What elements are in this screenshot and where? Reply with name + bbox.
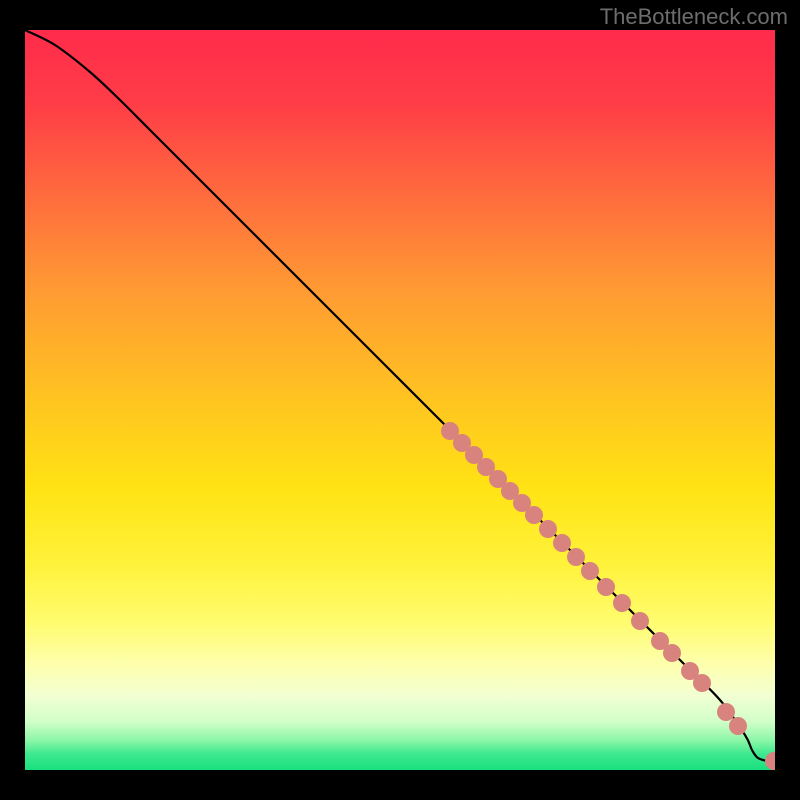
data-marker <box>663 644 681 662</box>
chart-svg: TheBottleneck.com <box>0 0 800 800</box>
data-marker <box>597 578 615 596</box>
data-marker <box>525 506 543 524</box>
attribution-text: TheBottleneck.com <box>600 4 788 29</box>
data-marker <box>717 703 735 721</box>
chart-root: TheBottleneck.com <box>0 0 800 800</box>
data-marker <box>631 612 649 630</box>
data-marker <box>553 534 571 552</box>
plot-background <box>25 30 775 770</box>
data-marker <box>567 548 585 566</box>
data-marker <box>729 717 747 735</box>
data-marker <box>613 594 631 612</box>
data-marker <box>693 674 711 692</box>
data-marker <box>539 520 557 538</box>
data-marker <box>581 562 599 580</box>
